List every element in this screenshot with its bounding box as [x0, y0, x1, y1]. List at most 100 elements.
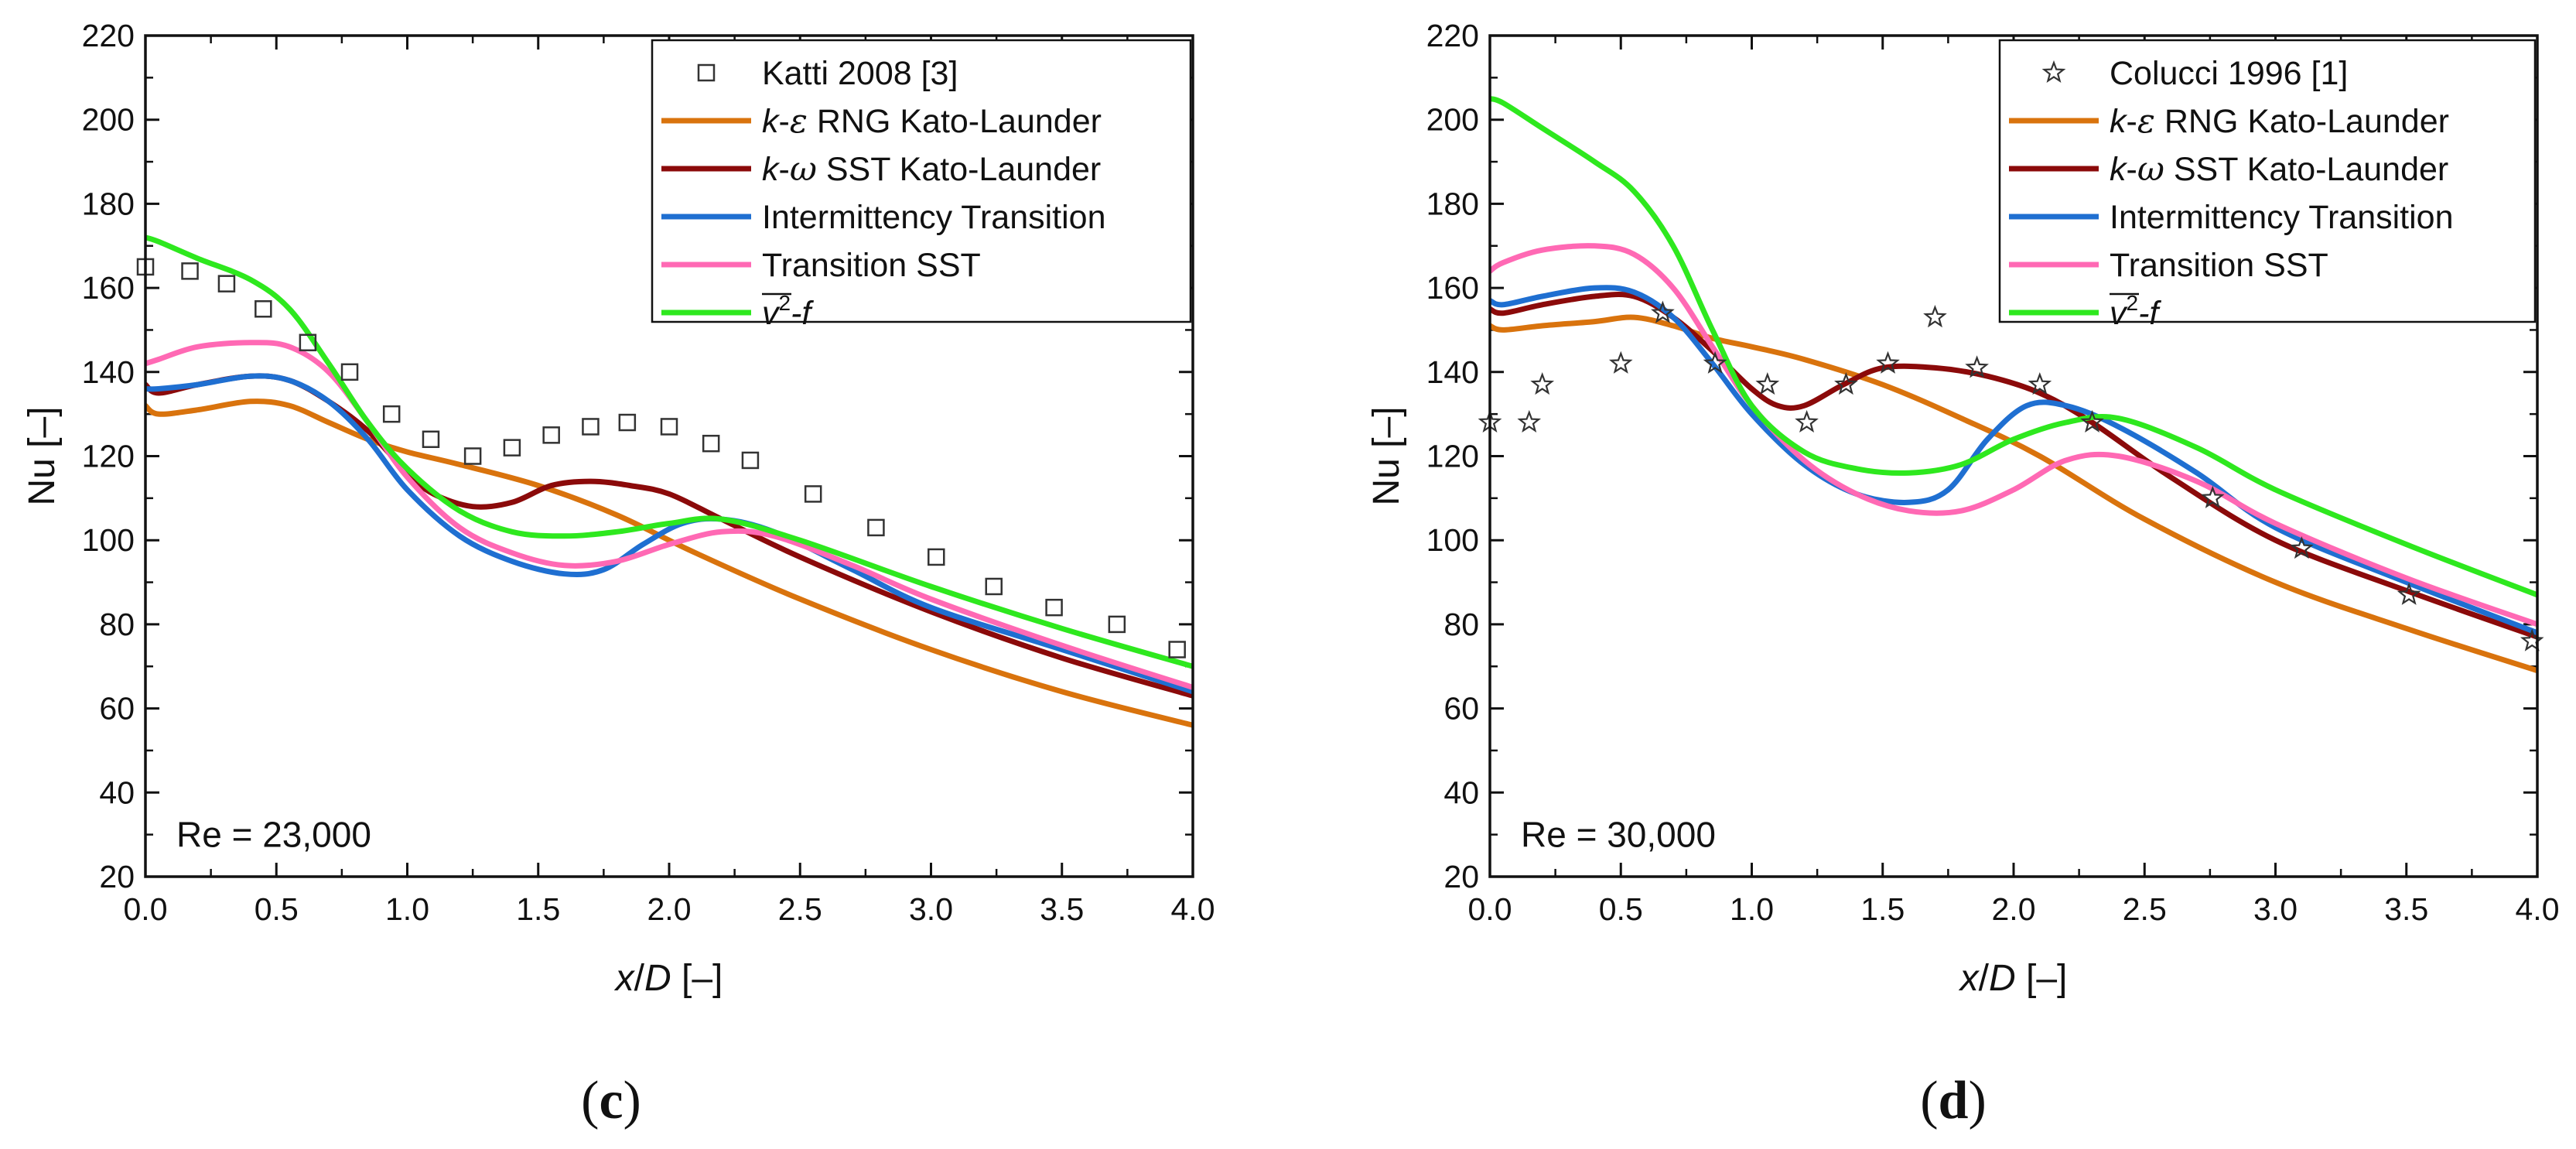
experiment-point — [1703, 351, 1727, 374]
series-line-0 — [1490, 314, 2537, 674]
x-tick-label: 2.0 — [1992, 891, 2036, 927]
legend-label-experiment: Colucci 1996 [1] — [2110, 55, 2348, 92]
experiment-point — [1530, 371, 1555, 395]
data-layer — [1490, 96, 2537, 674]
reynolds-annotation: Re = 23,000 — [176, 815, 371, 855]
panel-label-part: c — [599, 1071, 623, 1130]
x-tick-label: 3.0 — [909, 891, 953, 927]
chart-panel-c: 0.0 0.5 1.0 1.5 2.0 2.5 3.0 3.5 4.0 20 40 60 80 100 12… — [22, 18, 1215, 1130]
x-tick-label: 3.5 — [1040, 891, 1084, 927]
chart-panel-d: 0.0 0.5 1.0 1.5 2.0 2.5 3.0 3.5 4.0 20 40 60 80 100 12… — [1366, 18, 2560, 1130]
y-tick-label: 20 — [99, 859, 135, 894]
y-tick-label: 220 — [1426, 18, 1479, 53]
legend-label-part: k — [762, 103, 781, 140]
x-axis-label-part: / — [1979, 958, 1990, 999]
x-tick-label: 4.0 — [2516, 891, 2560, 927]
x-tick-label: 1.0 — [1730, 891, 1774, 927]
x-tick-label: 0.0 — [124, 891, 168, 927]
y-tick-label: 160 — [82, 270, 135, 306]
y-tick-label: 100 — [82, 522, 135, 558]
legend-label-experiment: Katti 2008 [3] — [762, 55, 958, 92]
experiment-point — [503, 439, 521, 457]
experiment-point — [2200, 485, 2225, 508]
experiment-point — [804, 485, 822, 503]
x-axis-label-part: x — [1959, 958, 1980, 999]
legend-label-part: -f — [791, 295, 814, 332]
experiment-point — [660, 418, 678, 436]
experiment-point — [1755, 371, 1780, 395]
experiment-point — [2520, 628, 2544, 651]
experiment-point — [1608, 351, 1633, 374]
experiment-point — [542, 426, 560, 444]
y-tick-label: 180 — [82, 186, 135, 221]
legend-label-part: k — [762, 151, 781, 188]
x-axis-label-part: [–] — [2016, 958, 2068, 999]
y-axis-label: Nu [–] — [1366, 406, 1407, 505]
y-tick-label: 100 — [1426, 522, 1479, 558]
reynolds-annotation: Re = 30,000 — [1521, 815, 1716, 855]
panel-label: (d) — [1920, 1071, 1987, 1130]
legend-marker — [2041, 60, 2066, 84]
x-tick-label: 2.5 — [2123, 891, 2167, 927]
x-tick-label: 3.5 — [2384, 891, 2428, 927]
y-tick-label: 200 — [82, 102, 135, 138]
legend-label-part: ε — [790, 102, 808, 141]
legend-label-1: k-ω SST Kato-Launder — [762, 150, 1101, 189]
y-tick-label: 200 — [1426, 102, 1479, 138]
experiment-point — [1517, 409, 1542, 433]
x-tick-label: 4.0 — [1171, 891, 1215, 927]
series-line-4 — [1490, 96, 2537, 598]
experiment-point — [1965, 355, 1989, 378]
legend-label-part: ε — [2137, 102, 2155, 141]
experiment-point — [1045, 598, 1063, 617]
panel-label-part: ( — [1920, 1071, 1938, 1130]
x-tick-label: 0.5 — [1599, 891, 1643, 927]
panel-label: (c) — [581, 1071, 641, 1130]
legend-box — [651, 39, 1192, 323]
experiment-point — [2028, 371, 2052, 395]
legend-label-part: v — [2110, 295, 2128, 332]
experiment-point — [702, 434, 720, 453]
experiment-point — [463, 447, 482, 465]
experiment-point — [928, 548, 945, 566]
y-tick-label: 160 — [1426, 270, 1479, 306]
legend-label-part: - — [2127, 103, 2137, 140]
experiment-point — [1834, 371, 1858, 395]
legend-label-part: - — [779, 151, 790, 188]
legend-label-part: k — [2110, 103, 2128, 140]
x-axis-label-part: D — [1989, 958, 2016, 999]
y-tick-label: 80 — [1443, 607, 1479, 642]
legend-label-0: k-ε RNG Kato-Launder — [762, 102, 1102, 141]
legend-label-part: - — [779, 103, 790, 140]
experiment-point — [985, 577, 1003, 596]
experiment-point — [1651, 300, 1675, 323]
x-tick-label: 2.0 — [647, 891, 692, 927]
legend-label-part: RNG Kato-Launder — [808, 103, 1102, 140]
y-tick-label: 40 — [1443, 775, 1479, 810]
experiment-point — [618, 413, 637, 432]
panel-label-part: ) — [1968, 1071, 1986, 1130]
y-tick-label: 40 — [99, 775, 135, 810]
series-line-4 — [145, 234, 1193, 669]
y-tick-label: 60 — [99, 691, 135, 727]
experiment-point — [255, 300, 272, 318]
series-line-0 — [145, 398, 1193, 728]
legend-label-part: ω — [790, 150, 817, 189]
legend-label-3: Transition SST — [762, 247, 981, 284]
legend-label-part: - — [2127, 151, 2137, 188]
y-tick-label: 140 — [1426, 354, 1479, 390]
y-tick-label: 80 — [99, 607, 135, 642]
plot-frame — [1488, 34, 2539, 878]
series-line-1 — [145, 373, 1193, 699]
x-tick-label: 0.0 — [1468, 891, 1512, 927]
experiment-point — [181, 262, 199, 280]
x-axis-label: x/D [–] — [1959, 958, 2068, 999]
series-line-2 — [145, 373, 1193, 695]
y-axis-label: Nu [–] — [22, 406, 63, 505]
y-tick-label: 60 — [1443, 691, 1479, 727]
experiment-point — [340, 363, 359, 381]
x-axis-label: x/D [–] — [614, 958, 723, 999]
panel-label-part: ( — [581, 1071, 599, 1130]
